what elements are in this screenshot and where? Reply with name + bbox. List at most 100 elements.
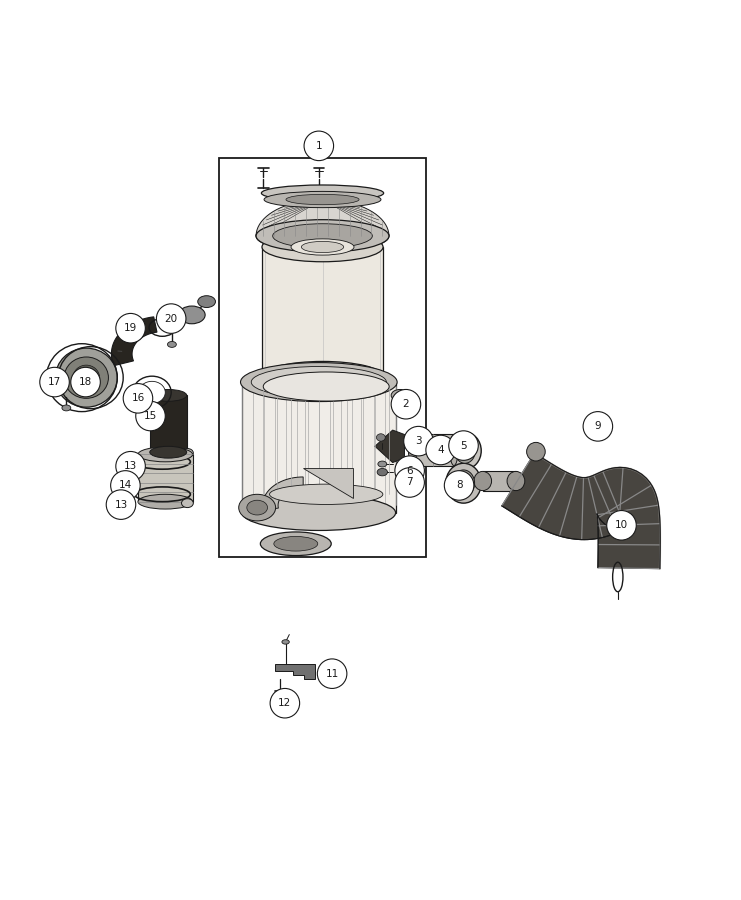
Circle shape — [110, 471, 140, 500]
Ellipse shape — [138, 494, 193, 509]
Text: 5: 5 — [460, 441, 467, 451]
Text: 19: 19 — [124, 323, 137, 333]
Circle shape — [116, 452, 145, 481]
Polygon shape — [274, 664, 315, 679]
Circle shape — [156, 304, 186, 333]
Bar — [170, 316, 180, 323]
Bar — [150, 395, 187, 452]
Bar — [138, 454, 193, 501]
Ellipse shape — [62, 405, 71, 411]
Ellipse shape — [377, 469, 388, 476]
Text: 14: 14 — [119, 481, 132, 491]
Ellipse shape — [473, 472, 491, 491]
Polygon shape — [304, 469, 353, 498]
Ellipse shape — [198, 296, 216, 308]
Ellipse shape — [242, 495, 396, 530]
Ellipse shape — [182, 448, 193, 457]
Text: 7: 7 — [406, 478, 413, 488]
Ellipse shape — [302, 241, 344, 253]
Circle shape — [123, 383, 153, 413]
Text: 6: 6 — [406, 465, 413, 476]
Ellipse shape — [275, 690, 285, 698]
Ellipse shape — [263, 372, 389, 401]
Polygon shape — [502, 454, 660, 569]
Ellipse shape — [150, 390, 187, 401]
Ellipse shape — [282, 640, 289, 644]
Ellipse shape — [256, 220, 389, 252]
Circle shape — [136, 401, 165, 431]
Text: 4: 4 — [437, 445, 444, 455]
Ellipse shape — [179, 306, 205, 324]
Polygon shape — [256, 200, 389, 236]
Ellipse shape — [262, 362, 383, 391]
Circle shape — [607, 510, 637, 540]
Polygon shape — [111, 317, 157, 365]
Ellipse shape — [376, 434, 385, 441]
Ellipse shape — [138, 447, 193, 462]
Ellipse shape — [251, 366, 386, 398]
Circle shape — [304, 131, 333, 160]
Bar — [242, 382, 396, 513]
Bar — [219, 158, 426, 557]
Ellipse shape — [167, 341, 176, 347]
Text: 17: 17 — [48, 377, 62, 387]
Text: 18: 18 — [79, 377, 92, 387]
Ellipse shape — [73, 365, 99, 391]
Circle shape — [395, 456, 425, 485]
Circle shape — [106, 490, 136, 519]
Circle shape — [426, 436, 456, 464]
Ellipse shape — [139, 382, 165, 403]
Ellipse shape — [378, 461, 387, 467]
Circle shape — [395, 468, 425, 497]
Ellipse shape — [527, 443, 545, 461]
Ellipse shape — [274, 536, 318, 551]
Text: 12: 12 — [278, 698, 291, 708]
Ellipse shape — [262, 185, 384, 202]
Ellipse shape — [182, 499, 193, 508]
Text: 2: 2 — [402, 400, 409, 410]
Circle shape — [116, 313, 145, 343]
Polygon shape — [375, 430, 405, 463]
Ellipse shape — [262, 232, 383, 262]
Ellipse shape — [449, 432, 481, 469]
Text: 15: 15 — [144, 411, 157, 421]
Text: 1: 1 — [316, 141, 322, 151]
Ellipse shape — [256, 220, 389, 252]
Text: 8: 8 — [456, 481, 462, 491]
Ellipse shape — [64, 357, 108, 399]
Text: 16: 16 — [131, 393, 144, 403]
Circle shape — [71, 367, 100, 397]
Ellipse shape — [242, 364, 396, 400]
Ellipse shape — [286, 194, 359, 204]
Bar — [413, 435, 454, 465]
Ellipse shape — [56, 348, 117, 407]
Ellipse shape — [291, 238, 354, 255]
Text: 13: 13 — [114, 500, 127, 509]
Circle shape — [404, 427, 433, 456]
Ellipse shape — [150, 446, 187, 458]
Text: 3: 3 — [415, 436, 422, 446]
Ellipse shape — [247, 500, 268, 515]
Circle shape — [40, 367, 70, 397]
Ellipse shape — [453, 470, 474, 497]
Ellipse shape — [408, 435, 416, 465]
Ellipse shape — [455, 438, 475, 464]
Ellipse shape — [239, 494, 276, 521]
Ellipse shape — [446, 464, 481, 503]
Text: 10: 10 — [615, 520, 628, 530]
Circle shape — [391, 390, 421, 419]
Polygon shape — [262, 477, 303, 509]
Circle shape — [583, 411, 613, 441]
Ellipse shape — [241, 363, 397, 401]
Text: 13: 13 — [124, 461, 137, 472]
Bar — [482, 472, 516, 491]
Circle shape — [317, 659, 347, 688]
Ellipse shape — [273, 224, 372, 248]
Circle shape — [270, 688, 299, 718]
Text: 20: 20 — [165, 313, 178, 324]
Circle shape — [445, 471, 473, 500]
Ellipse shape — [391, 390, 409, 401]
Text: 11: 11 — [325, 669, 339, 679]
Ellipse shape — [450, 435, 458, 465]
Text: 9: 9 — [594, 421, 601, 431]
